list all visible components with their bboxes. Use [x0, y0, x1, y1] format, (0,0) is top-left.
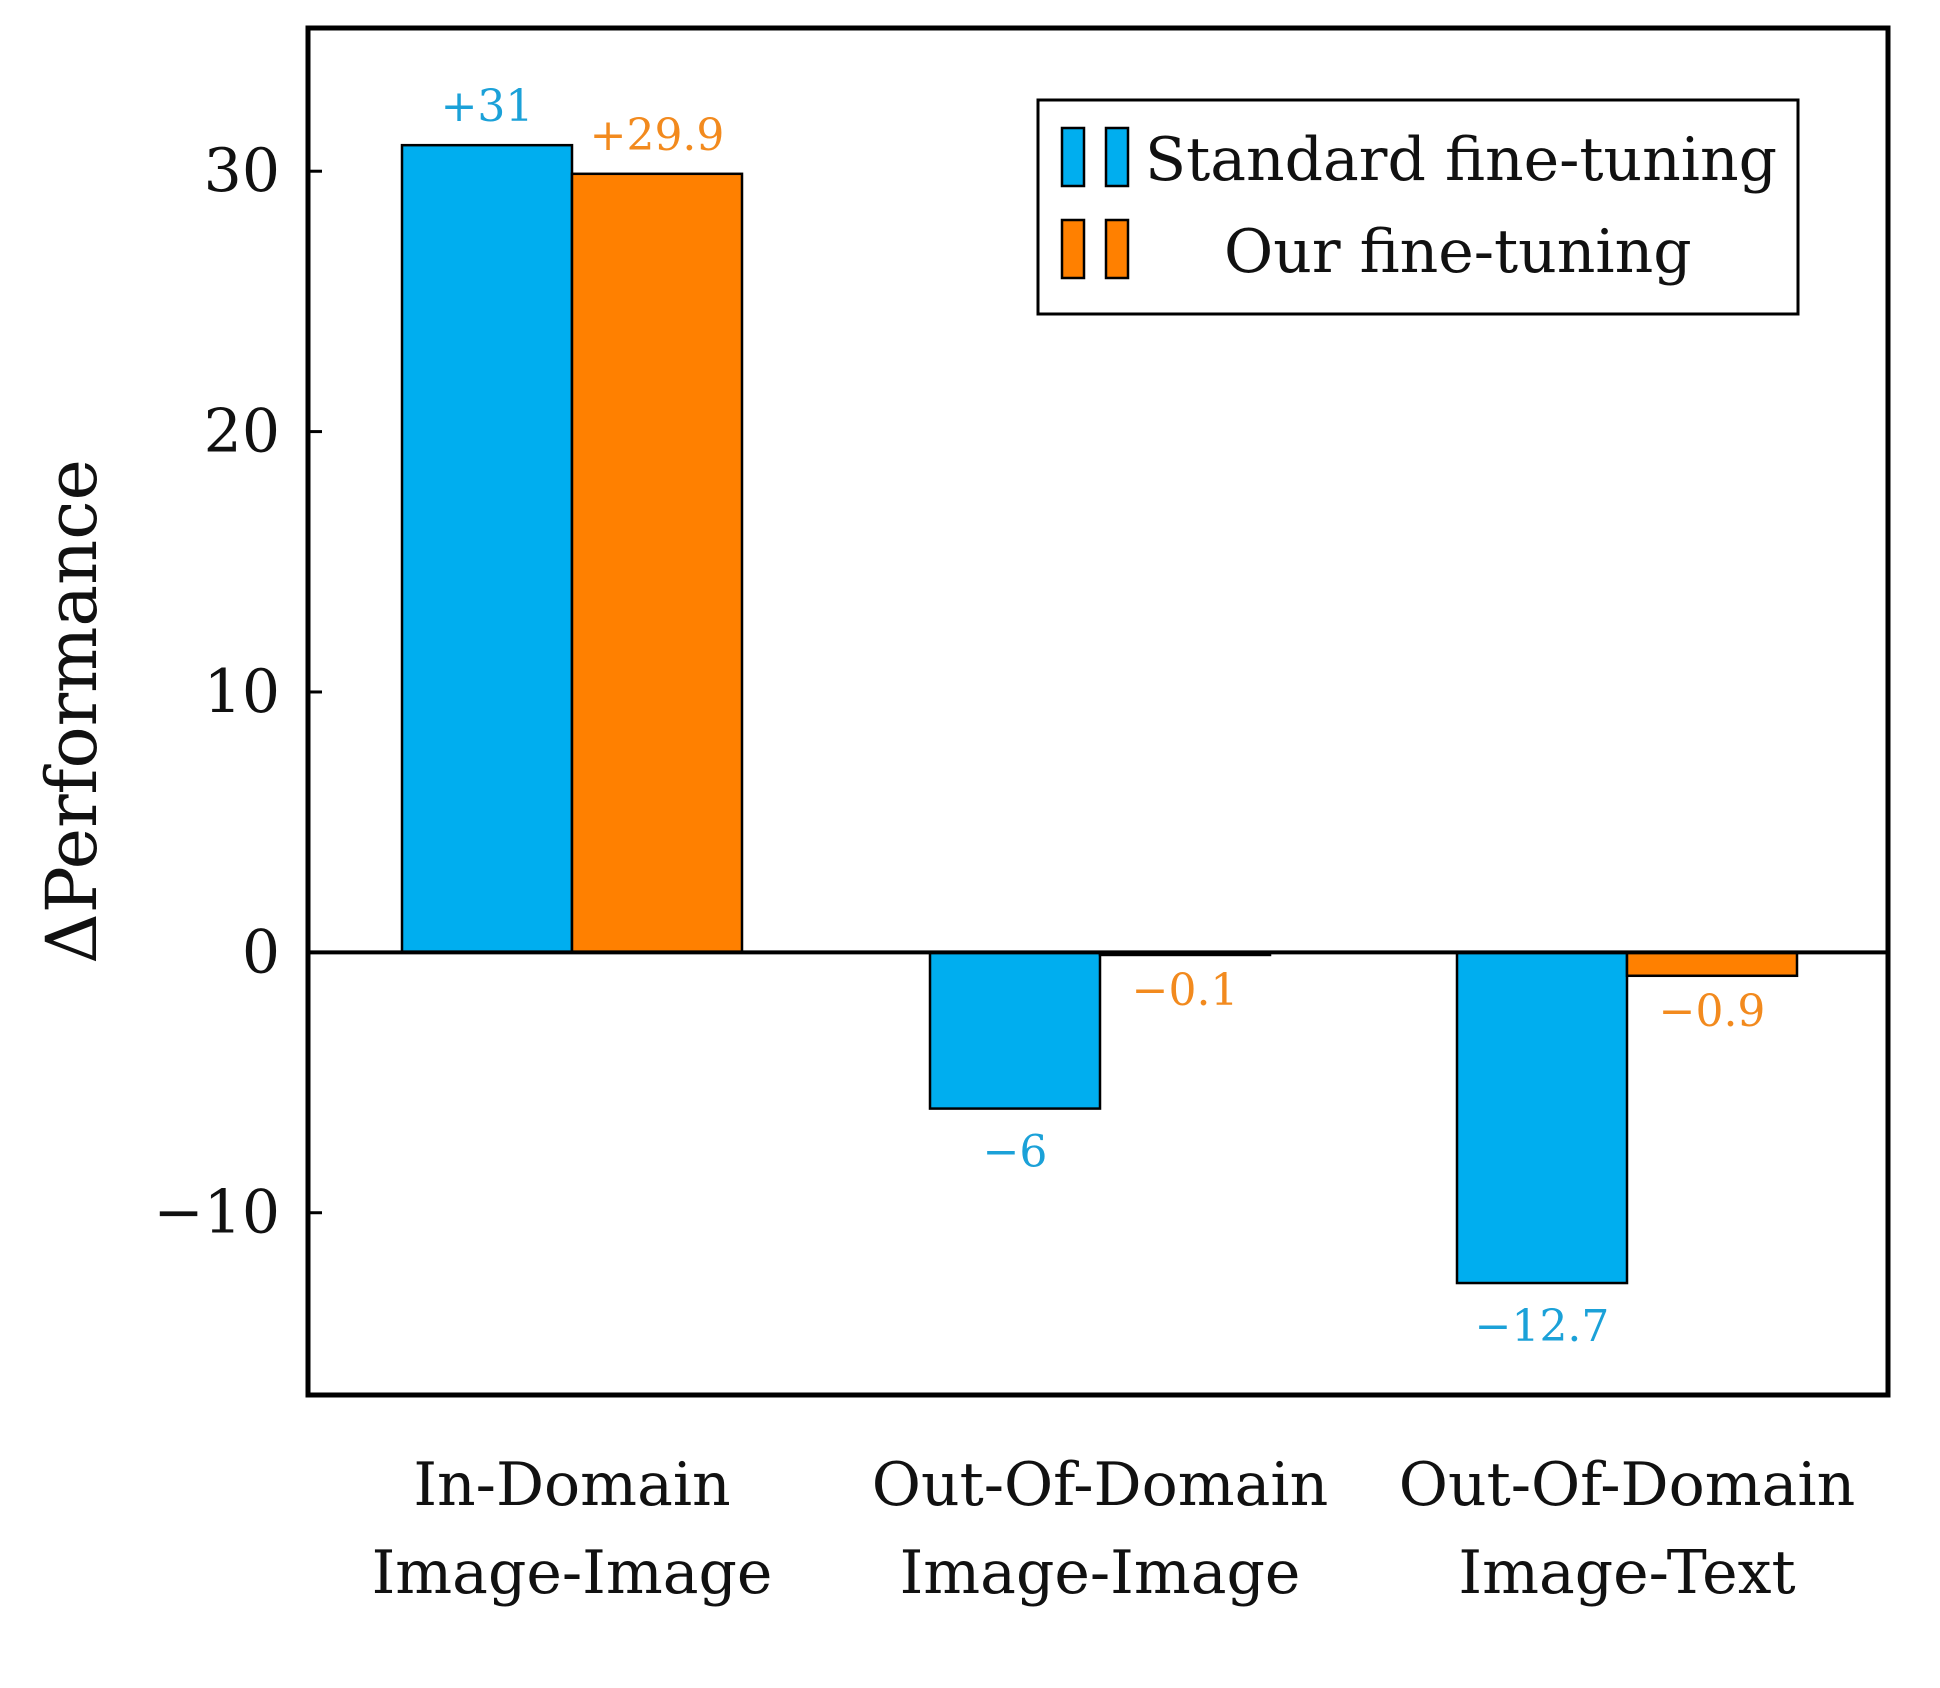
y-tick-label-2: 20	[204, 397, 280, 467]
legend: Standard fine-tuning Our fine-tuning	[1036, 98, 1800, 316]
category-label-1-line1: In-Domain	[413, 1450, 730, 1520]
category-label-2-line2: Image-Image	[900, 1538, 1301, 1608]
y-tick-label-1: 30	[204, 136, 280, 206]
y-tick-label-5: −10	[153, 1178, 280, 1248]
legend-box	[1036, 98, 1800, 316]
bar-series2-cat1	[570, 172, 744, 954]
bar-series1-cat3	[1455, 951, 1629, 1285]
bar-series2-cat3	[1625, 951, 1799, 978]
category-label-2-line1: Out-Of-Domain	[872, 1450, 1328, 1520]
data-label-series1-cat3: −12.7	[1475, 1301, 1610, 1352]
data-label-series1-cat2: −6	[983, 1127, 1048, 1178]
bar-series1-cat2	[928, 951, 1102, 1110]
data-label-series2-cat3: −0.9	[1659, 986, 1766, 1037]
category-label-3-line2: Image-Text	[1458, 1538, 1795, 1608]
y-tick-label-4: 0	[242, 917, 280, 987]
category-label-1-line2: Image-Image	[372, 1538, 773, 1608]
data-labels-layer: +31 −6 −12.7 +29.9 −0.1 −0.9	[441, 81, 1766, 1352]
x-axis-categories: In-Domain Image-Image Out-Of-Domain Image-I…	[372, 1450, 1856, 1608]
bars-layer	[400, 143, 1799, 1285]
y-axis-ticks: 30 20 10 0 −10	[153, 136, 322, 1248]
bar-series1-cat1	[400, 143, 574, 954]
legend-label-series2: Our fine-tuning	[1224, 217, 1692, 287]
legend-swatch-series2-2	[1104, 218, 1130, 280]
y-axis-title: ΔPerformance	[31, 459, 113, 964]
data-label-series2-cat1: +29.9	[590, 110, 725, 161]
legend-swatch-series2-1	[1060, 218, 1086, 280]
legend-swatch-series1-2	[1104, 126, 1130, 188]
legend-swatch-series1-1	[1060, 126, 1086, 188]
data-label-series2-cat2: −0.1	[1132, 965, 1239, 1016]
y-tick-label-3: 10	[204, 657, 280, 727]
plot-frame	[305, 25, 1891, 1398]
category-label-3-line1: Out-Of-Domain	[1399, 1450, 1855, 1520]
legend-entries: Standard fine-tuning Our fine-tuning	[1060, 125, 1777, 287]
legend-label-series1: Standard fine-tuning	[1145, 125, 1777, 195]
data-label-series1-cat1: +31	[441, 81, 534, 132]
